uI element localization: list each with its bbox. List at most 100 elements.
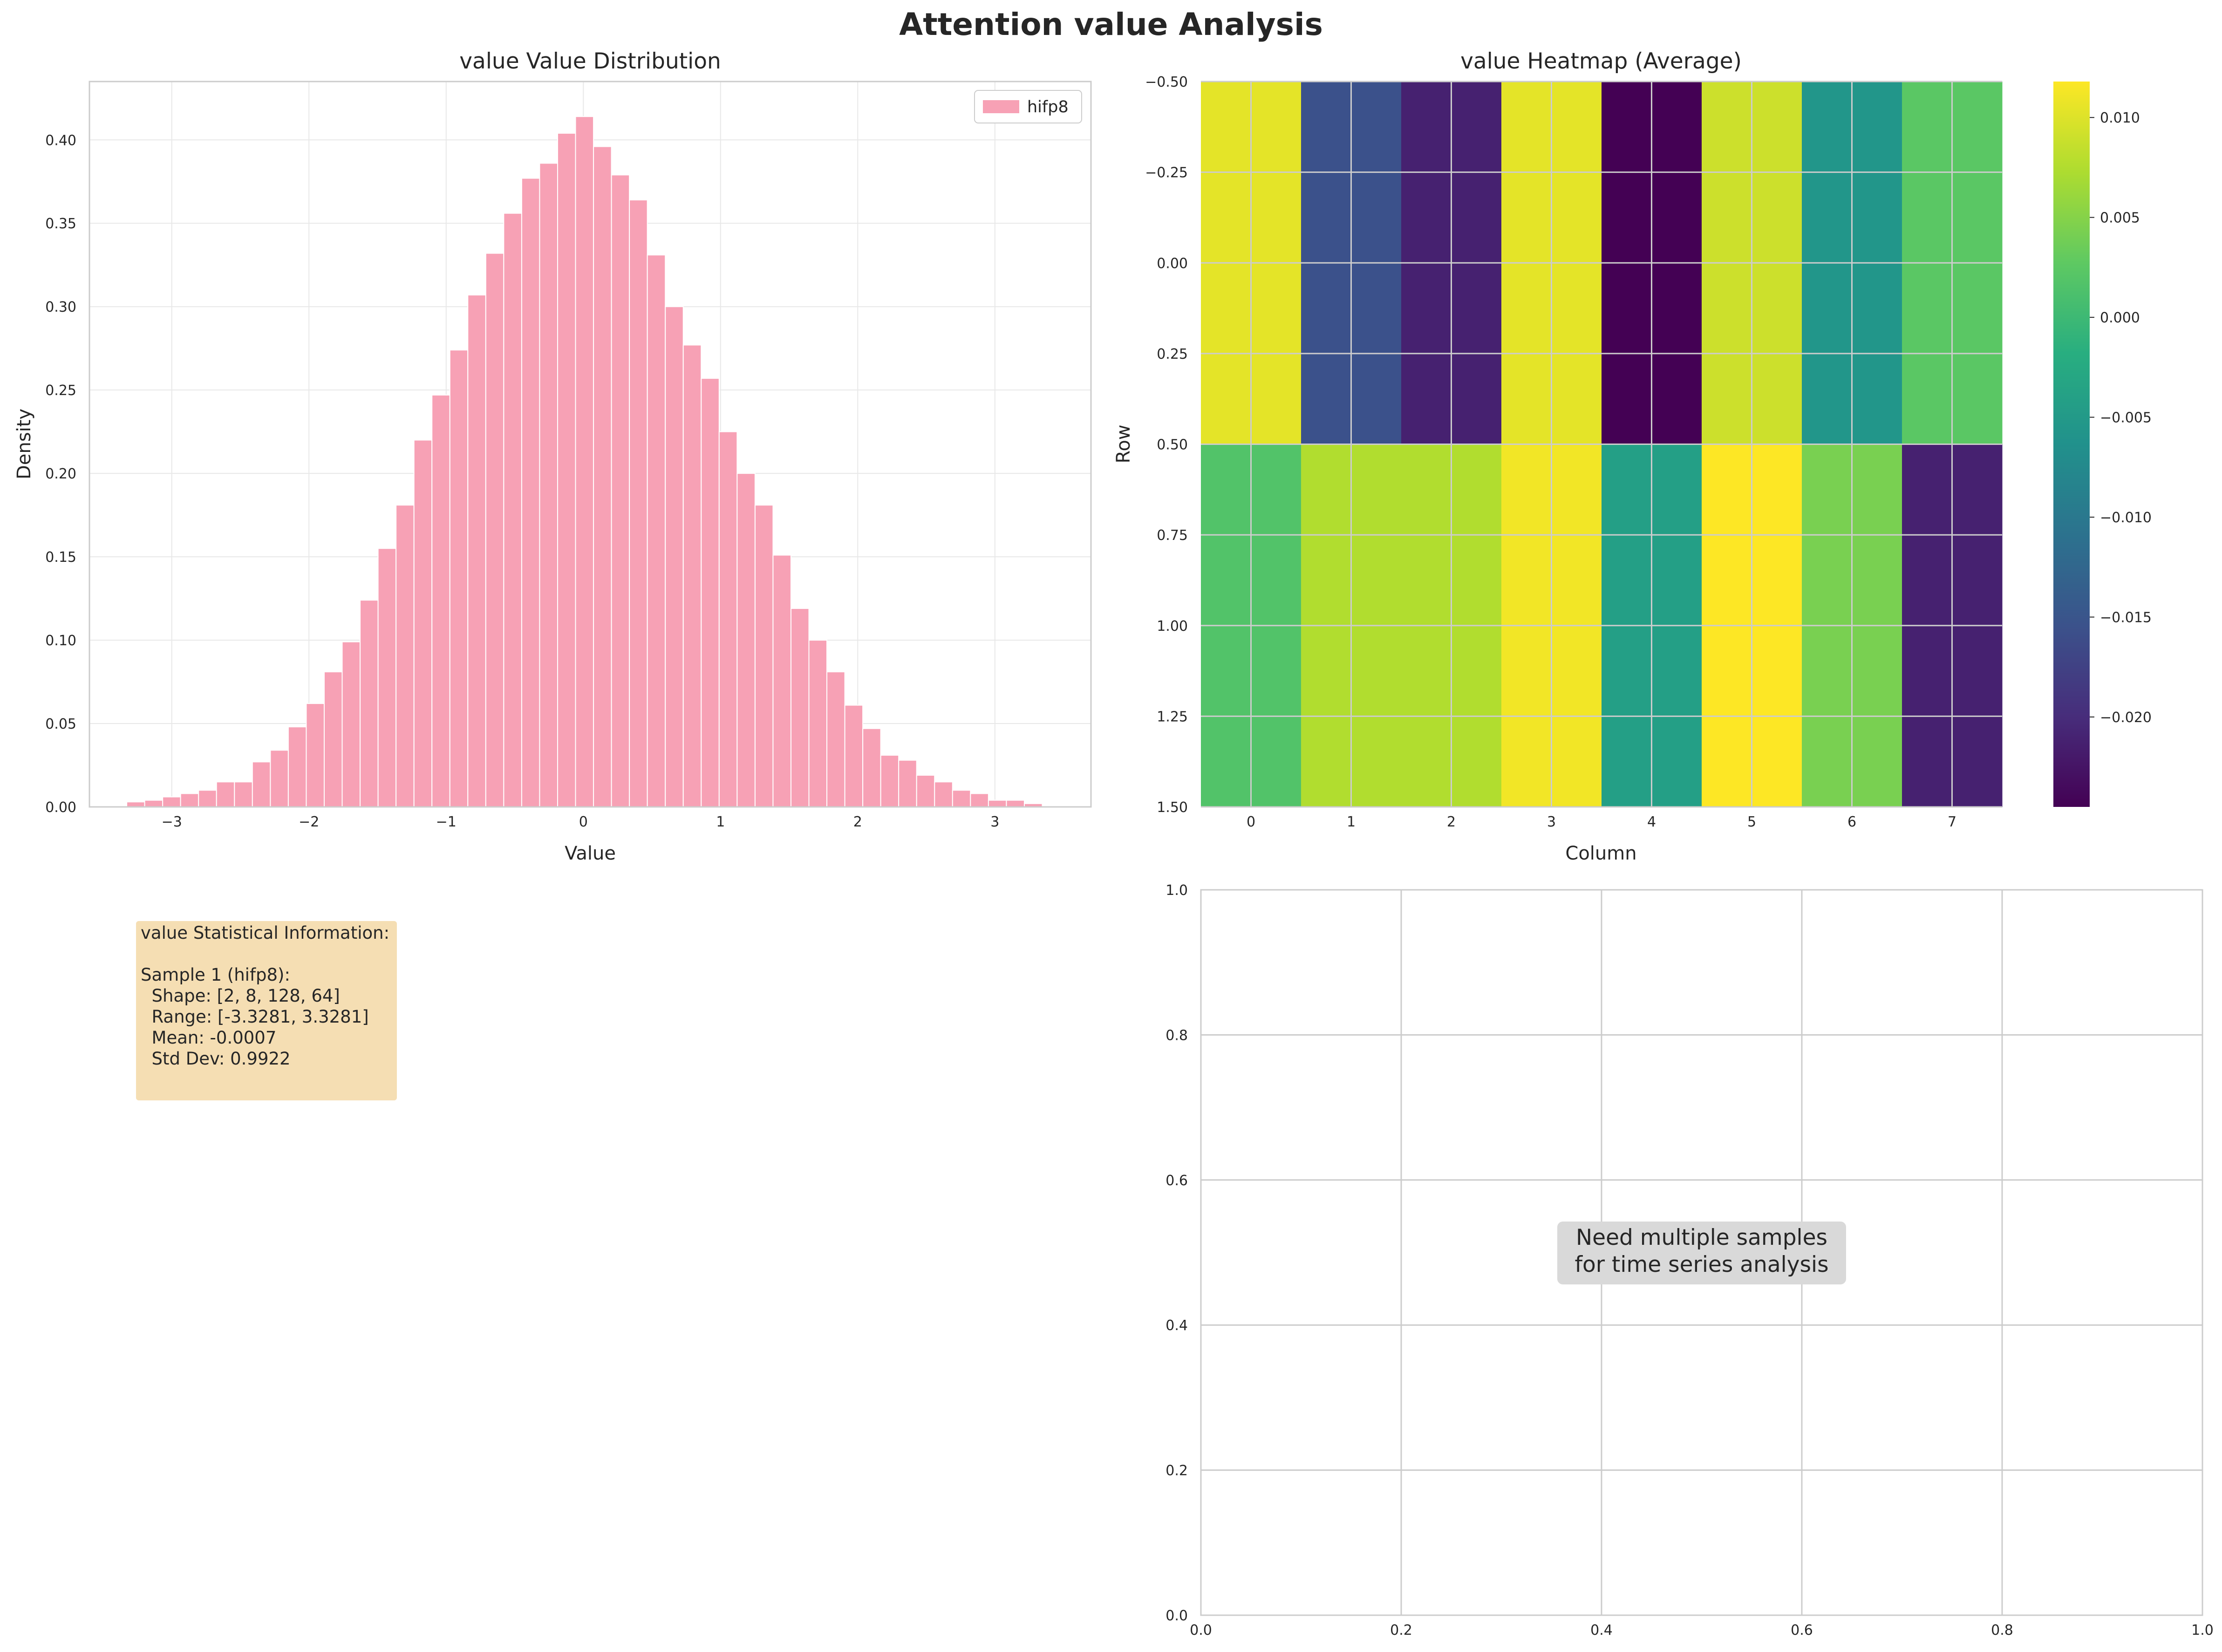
histogram-bar	[539, 163, 558, 807]
stats-line: Mean: -0.0007	[141, 1028, 276, 1048]
timeseries-x-tick-label: 0.2	[1390, 1622, 1412, 1638]
colorbar-tick-label: −0.015	[2100, 610, 2152, 626]
histogram-bar	[485, 253, 504, 807]
heatmap-y-tick-label: 1.25	[1157, 709, 1188, 725]
heatmap-x-tick-label: 7	[1948, 814, 1956, 830]
heatmap-y-tick-label: 0.50	[1157, 437, 1188, 453]
timeseries-note-box	[1557, 1222, 1846, 1284]
timeseries-x-tick-label: 0.8	[1991, 1622, 2013, 1638]
timeseries-x-tick-label: 0.0	[1190, 1622, 1212, 1638]
stats-line: Sample 1 (hifp8):	[141, 965, 290, 985]
heatmap-x-tick-label: 6	[1847, 814, 1856, 830]
histogram-legend: hifp8	[974, 90, 1082, 123]
histogram-bar	[341, 641, 361, 808]
y-tick-label: 0.10	[45, 633, 76, 649]
histogram-bar	[593, 146, 612, 807]
histogram-bar	[611, 174, 630, 807]
histogram-bar	[916, 774, 935, 808]
y-tick-label: 0.05	[45, 716, 76, 732]
colorbar-tick-label: −0.020	[2100, 710, 2152, 726]
heatmap-y-tick-label: −0.50	[1145, 74, 1188, 90]
timeseries-axes-frame	[1200, 889, 2203, 1616]
histogram-bar	[377, 548, 397, 807]
colorbar-tick-label: −0.010	[2100, 510, 2152, 526]
heatmap-x-tick-label: 3	[1547, 814, 1556, 830]
timeseries-y-tick-label: 0.2	[1166, 1463, 1188, 1479]
timeseries-x-tick-label: 0.6	[1791, 1622, 1813, 1638]
histogram-bar	[180, 793, 199, 807]
histogram-bar	[503, 212, 522, 807]
x-tick-label: −3	[162, 814, 182, 830]
x-tick-label: −2	[299, 814, 319, 830]
histogram-bar	[216, 781, 235, 807]
colorbar-tick-label: 0.010	[2100, 110, 2140, 126]
histogram-bar	[701, 378, 720, 807]
histogram-bar	[162, 796, 181, 808]
histogram-bars	[126, 116, 1043, 808]
histogram-bar	[772, 554, 791, 808]
histogram-bar	[934, 781, 953, 807]
y-tick-label: 0.00	[45, 799, 76, 816]
histogram-bar	[413, 439, 433, 807]
histogram-bar	[736, 473, 756, 807]
histogram-bar	[449, 349, 469, 807]
heatmap-x-tick-label: 5	[1747, 814, 1756, 830]
histogram-bar	[880, 755, 900, 807]
timeseries-panel: 0.0 0.2 0.4 0.6 0.8 1.0 0.0 0.2 0.4 0.6 0.8 1.0 Nee…	[1166, 882, 2214, 1638]
heatmap-y-tick-label: 1.50	[1157, 799, 1188, 816]
colorbar-ticks: 0.010 0.005 0.000 −0.005 −0.010 −0.015 −0.020	[2090, 110, 2152, 726]
y-tick-label: 0.40	[45, 132, 76, 149]
heatmap-y-tick-label: 0.25	[1157, 346, 1188, 362]
histogram-axes-frame	[89, 81, 1092, 808]
timeseries-y-tick-label: 0.8	[1166, 1027, 1188, 1044]
histogram-bar	[844, 704, 864, 808]
colorbar: 0.010 0.005 0.000 −0.005 −0.010 −0.015 −0.020	[2053, 82, 2152, 807]
histogram-bar	[198, 790, 217, 808]
colorbar-tick-label: 0.005	[2100, 210, 2140, 226]
histogram-panel: value Value Distribution −3 −2 −1 0 1 2 3 0.00 0…	[14, 48, 1092, 864]
legend-swatch-hifp8	[983, 100, 1019, 113]
timeseries-note-line2: for time series analysis	[1574, 1252, 1828, 1277]
histogram-xlabel: Value	[565, 843, 616, 864]
stats-line: Shape: [2, 8, 128, 64]	[141, 986, 340, 1006]
x-tick-label: 1	[716, 814, 725, 830]
heatmap-y-tick-label: 0.00	[1157, 255, 1188, 272]
heatmap-ticks: 0 1 2 3 4 5 6 7 −0.50 −0.25 0.00 0.25 0.50 0.75 1.00 1.…	[1145, 74, 1956, 830]
histogram-bar	[970, 793, 989, 807]
timeseries-note-line1: Need multiple samples	[1576, 1225, 1827, 1250]
histogram-bar	[629, 199, 648, 808]
heatmap-x-tick-label: 4	[1647, 814, 1656, 830]
histogram-bar	[306, 703, 325, 807]
timeseries-y-tick-label: 1.0	[1166, 882, 1188, 899]
timeseries-y-tick-label: 0.4	[1166, 1318, 1188, 1334]
histogram-bar	[144, 799, 164, 807]
histogram-bar	[575, 116, 594, 807]
histogram-bar	[790, 608, 810, 807]
colorbar-tick-label: −0.005	[2100, 410, 2152, 426]
legend-label-hifp8: hifp8	[1027, 98, 1069, 116]
histogram-bar	[1006, 799, 1025, 807]
histogram-bar	[682, 344, 702, 807]
legend-box	[974, 90, 1082, 123]
timeseries-x-tick-label: 1.0	[2191, 1622, 2214, 1638]
histogram-bar	[287, 726, 307, 808]
colorbar-gradient	[2053, 82, 2090, 807]
histogram-bar	[898, 759, 917, 807]
stats-line: value Statistical Information:	[141, 923, 389, 943]
stats-line: Std Dev: 0.9922	[141, 1049, 291, 1069]
x-tick-label: −1	[436, 814, 457, 830]
heatmap-xlabel: Column	[1565, 843, 1636, 864]
histogram-ylabel: Density	[14, 409, 35, 479]
histogram-bar	[647, 254, 666, 807]
histogram-bar	[988, 799, 1007, 807]
histogram-bar	[234, 781, 253, 807]
y-tick-label: 0.35	[45, 216, 76, 232]
histogram-bar	[395, 505, 415, 807]
histogram-bar	[862, 728, 881, 808]
histogram-bar	[360, 600, 379, 807]
heatmap-panel: value Heatmap (Average) 0 1 2 3 4 5 6 7 −0.50 −0.…	[1113, 48, 2152, 864]
heatmap-x-tick-label: 1	[1347, 814, 1356, 830]
y-tick-label: 0.25	[45, 382, 76, 399]
histogram-bar	[665, 306, 684, 807]
